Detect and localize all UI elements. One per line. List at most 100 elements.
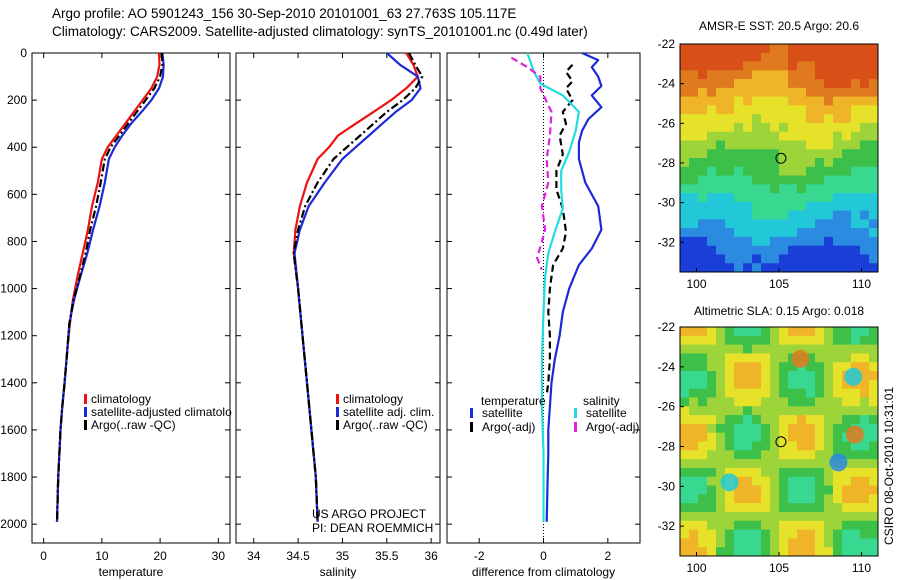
map-cell (824, 415, 834, 425)
map-cell (797, 236, 807, 247)
map-cell (707, 166, 717, 177)
map-cell (788, 210, 798, 220)
map-cell (788, 415, 798, 425)
map-cell (680, 166, 690, 177)
map-cell (761, 511, 771, 522)
map-cell (824, 131, 834, 142)
map-cell (869, 87, 878, 98)
map-cell (752, 87, 762, 98)
map-cell (869, 61, 878, 71)
map-cell (815, 327, 825, 337)
map-cell (779, 494, 789, 504)
map-cell (707, 397, 717, 407)
map-cell (716, 406, 726, 416)
map-cell (734, 79, 744, 89)
map-cell (716, 379, 726, 390)
map-cell (842, 423, 852, 434)
map-cell (725, 87, 735, 98)
map-cell (752, 219, 762, 229)
map-cell (824, 362, 834, 372)
y-tick-label: 2000 (0, 517, 27, 531)
map-cell (797, 52, 807, 63)
map-cell (770, 70, 780, 80)
map-cell (734, 353, 744, 363)
map-cell (797, 476, 807, 487)
map-cell (833, 79, 843, 89)
map-cell (752, 44, 762, 54)
map-cell (716, 485, 726, 495)
map-cell (797, 538, 807, 548)
map-cell (851, 140, 861, 150)
map-cell (761, 245, 771, 256)
map-cell (752, 184, 762, 194)
map-cell (833, 96, 843, 106)
map-cell (770, 388, 780, 399)
map-cell (698, 423, 708, 434)
map-cell (770, 494, 780, 504)
map-cell (689, 228, 699, 238)
map-cell (716, 79, 726, 89)
map-cell (725, 362, 735, 372)
map-cell (752, 158, 762, 168)
y-tick-label: -24 (658, 360, 676, 374)
map-cell (707, 175, 717, 185)
anomaly-blob (791, 349, 810, 368)
map-cell (833, 344, 843, 355)
map-cell (833, 245, 843, 256)
x-tick-label: 110 (852, 561, 871, 575)
map-cell (788, 44, 798, 54)
map-cell (833, 87, 843, 98)
map-cell (842, 70, 852, 80)
map-cell (698, 149, 708, 159)
x-tick-label: 34.5 (286, 549, 310, 563)
map-cell (797, 254, 807, 264)
map-cell (761, 485, 771, 495)
map-cell (779, 245, 789, 256)
map-cell (770, 397, 780, 407)
map-cell (698, 476, 708, 487)
map-cell (815, 371, 825, 381)
map-cell (689, 388, 699, 399)
map-cell (833, 485, 843, 495)
map-cell (851, 538, 861, 548)
x-tick-label: 34 (247, 549, 261, 563)
map-cell (743, 379, 753, 390)
map-cell (680, 397, 690, 407)
map-cell (860, 263, 870, 272)
map-cell (806, 219, 816, 229)
y-tick-label: 1800 (0, 470, 27, 484)
map-cell (752, 467, 762, 478)
map-cell (734, 432, 744, 443)
map-cell (842, 184, 852, 194)
map-cell (680, 362, 690, 372)
map-cell (797, 432, 807, 443)
map-cell (680, 61, 690, 71)
map-cell (860, 175, 870, 185)
map-cell (797, 520, 807, 531)
map-cell (815, 122, 825, 133)
map-cell (689, 236, 699, 247)
map-cell (851, 485, 861, 495)
legend-swatch (574, 408, 577, 418)
map-cell (734, 406, 744, 416)
map-cell (869, 344, 878, 355)
map-cell (806, 228, 816, 238)
map-cell (860, 520, 870, 531)
map-cell (815, 397, 825, 407)
annotation-text: PI: DEAN ROEMMICH (312, 521, 433, 535)
legend-swatch (84, 407, 87, 417)
map-cell (734, 158, 744, 168)
map-cell (815, 388, 825, 399)
map-cell (833, 335, 843, 346)
map-cell (707, 388, 717, 399)
map-cell (797, 388, 807, 399)
map-cell (716, 140, 726, 150)
map-cell (869, 450, 878, 460)
map-cell (815, 538, 825, 548)
map-cell (833, 228, 843, 238)
map-cell (797, 87, 807, 98)
map-cell (725, 105, 735, 115)
series-line (292, 52, 424, 522)
map-cell (770, 503, 780, 513)
map-cell (761, 547, 771, 556)
